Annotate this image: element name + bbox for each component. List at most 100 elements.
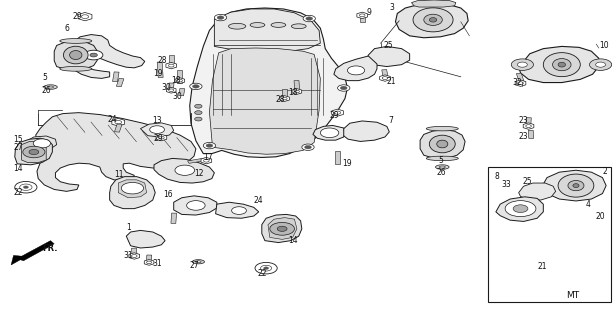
Ellipse shape [558, 62, 565, 67]
Ellipse shape [60, 39, 92, 43]
Text: 31: 31 [153, 259, 163, 268]
Ellipse shape [44, 85, 57, 89]
Ellipse shape [192, 260, 205, 264]
Circle shape [513, 205, 528, 212]
Text: 26: 26 [42, 86, 52, 95]
Polygon shape [78, 12, 92, 21]
Circle shape [338, 85, 350, 91]
Polygon shape [506, 184, 517, 190]
Text: 12: 12 [194, 169, 203, 178]
Circle shape [15, 181, 37, 193]
Circle shape [214, 14, 227, 21]
Polygon shape [132, 248, 137, 256]
Ellipse shape [229, 23, 246, 29]
Polygon shape [575, 202, 586, 209]
Text: 30: 30 [172, 92, 182, 100]
Text: 8: 8 [494, 172, 499, 181]
Ellipse shape [568, 180, 584, 191]
Text: FR.: FR. [42, 244, 57, 253]
Text: 25: 25 [522, 177, 532, 186]
Polygon shape [515, 80, 526, 86]
Polygon shape [15, 138, 52, 165]
Polygon shape [69, 35, 145, 78]
Polygon shape [367, 46, 410, 67]
Polygon shape [216, 202, 259, 218]
Polygon shape [262, 214, 302, 243]
Circle shape [277, 226, 287, 231]
Ellipse shape [424, 14, 442, 26]
Polygon shape [411, 0, 456, 7]
Polygon shape [126, 230, 165, 248]
Text: 22: 22 [257, 269, 267, 278]
Polygon shape [420, 130, 465, 158]
Ellipse shape [553, 59, 571, 71]
Polygon shape [166, 62, 177, 69]
Polygon shape [157, 62, 163, 77]
Ellipse shape [63, 46, 88, 64]
Circle shape [303, 15, 315, 22]
Polygon shape [523, 123, 534, 129]
Circle shape [84, 50, 103, 60]
Polygon shape [578, 198, 583, 206]
Circle shape [596, 62, 606, 67]
Polygon shape [112, 118, 124, 126]
Ellipse shape [60, 67, 92, 71]
Polygon shape [171, 213, 177, 223]
Circle shape [33, 139, 51, 148]
Polygon shape [116, 78, 124, 87]
Ellipse shape [429, 18, 437, 22]
Circle shape [305, 145, 311, 149]
Text: 4: 4 [585, 200, 590, 209]
Text: 17: 17 [203, 153, 213, 162]
Text: 15: 15 [14, 135, 23, 144]
Polygon shape [357, 12, 368, 19]
Polygon shape [395, 4, 468, 38]
Text: 29: 29 [154, 134, 164, 143]
Polygon shape [190, 8, 347, 157]
Circle shape [264, 267, 269, 269]
Text: 2: 2 [602, 167, 607, 176]
Polygon shape [118, 180, 147, 198]
Text: 1: 1 [126, 223, 131, 232]
Text: 27: 27 [14, 143, 23, 152]
Polygon shape [214, 9, 320, 52]
Text: 21: 21 [537, 262, 546, 271]
Ellipse shape [558, 174, 594, 197]
Ellipse shape [70, 51, 82, 60]
Ellipse shape [573, 184, 579, 188]
Circle shape [232, 207, 246, 214]
Polygon shape [280, 96, 290, 101]
Text: 7: 7 [388, 116, 393, 125]
Text: 10: 10 [599, 41, 609, 50]
Polygon shape [113, 72, 119, 82]
Circle shape [187, 201, 205, 210]
Ellipse shape [271, 23, 286, 28]
Polygon shape [335, 151, 340, 164]
Polygon shape [527, 259, 538, 266]
Polygon shape [313, 125, 344, 140]
Ellipse shape [436, 165, 449, 169]
Circle shape [190, 83, 202, 90]
Text: 5: 5 [42, 73, 47, 82]
Text: 18: 18 [171, 76, 180, 84]
Polygon shape [169, 83, 174, 91]
Polygon shape [174, 196, 217, 215]
Text: 24: 24 [254, 196, 264, 205]
Ellipse shape [250, 23, 265, 28]
Polygon shape [334, 56, 377, 81]
Polygon shape [147, 255, 152, 262]
Circle shape [511, 59, 533, 70]
Polygon shape [526, 118, 531, 127]
Polygon shape [166, 87, 176, 93]
Polygon shape [542, 170, 606, 201]
Circle shape [23, 186, 28, 188]
Circle shape [341, 86, 347, 90]
Polygon shape [586, 213, 596, 219]
Polygon shape [201, 157, 212, 164]
Polygon shape [144, 260, 154, 265]
Text: 29: 29 [330, 111, 339, 120]
Text: 33: 33 [501, 180, 511, 188]
Text: 29: 29 [73, 12, 83, 21]
Text: 22: 22 [14, 188, 23, 197]
Polygon shape [177, 70, 182, 83]
